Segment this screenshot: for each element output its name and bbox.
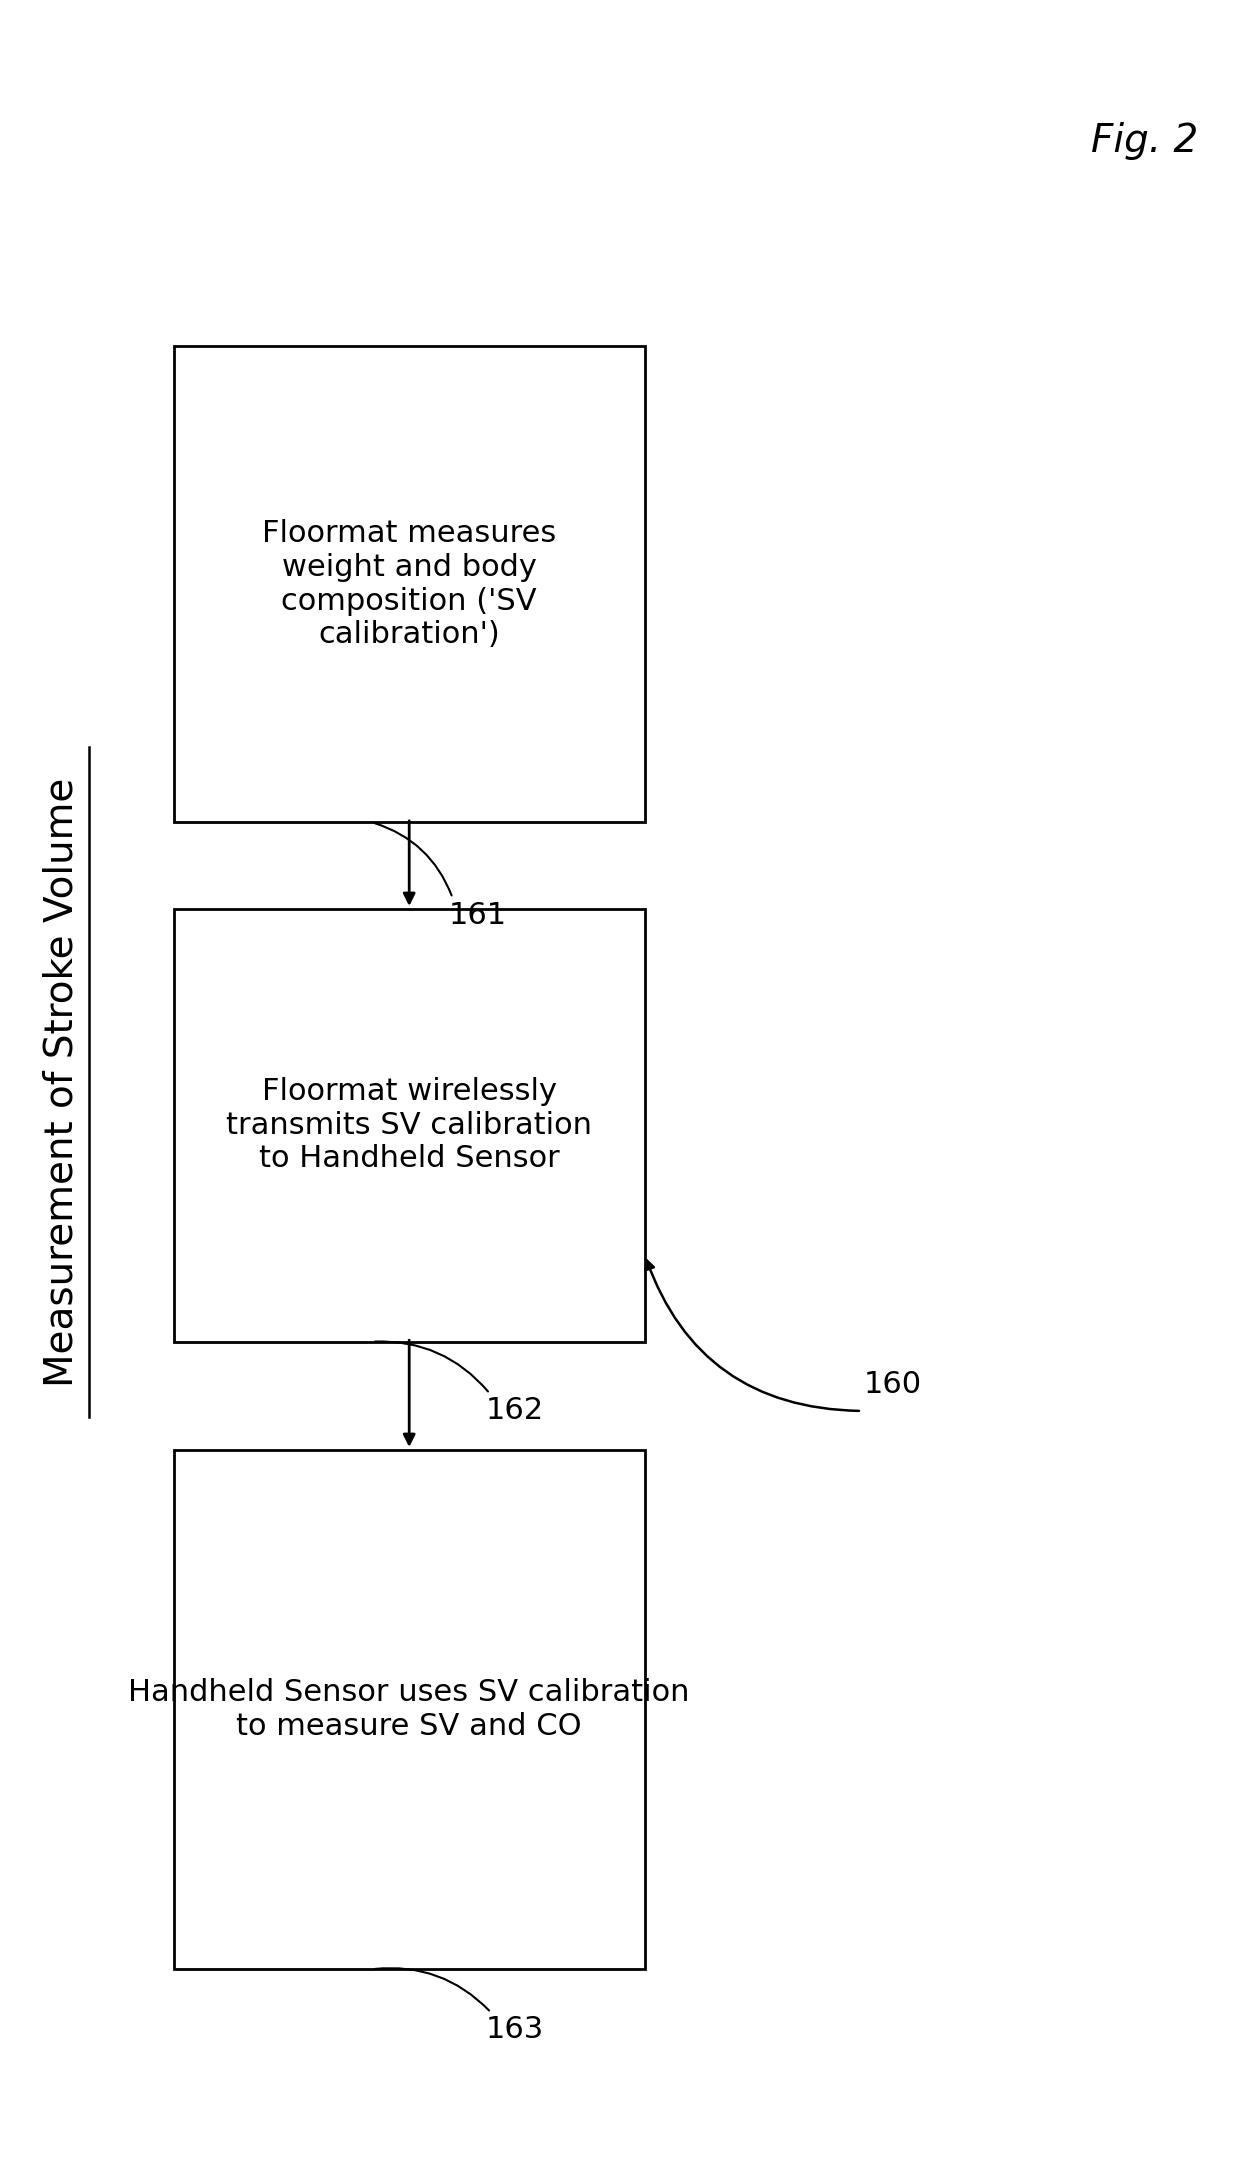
Text: Fig. 2: Fig. 2 (1091, 121, 1198, 160)
Text: Floormat measures
weight and body
composition ('SV
calibration'): Floormat measures weight and body compos… (262, 519, 557, 649)
Text: Floormat wirelessly
transmits SV calibration
to Handheld Sensor: Floormat wirelessly transmits SV calibra… (226, 1078, 593, 1173)
Text: Measurement of Stroke Volume: Measurement of Stroke Volume (43, 777, 81, 1387)
Text: 162: 162 (486, 1396, 543, 1426)
Bar (174, 346, 645, 822)
Text: 163: 163 (486, 2015, 543, 2045)
Text: Handheld Sensor uses SV calibration
to measure SV and CO: Handheld Sensor uses SV calibration to m… (129, 1679, 689, 1740)
Text: 161: 161 (449, 900, 506, 931)
Bar (174, 909, 645, 1342)
Text: 160: 160 (864, 1370, 921, 1400)
Bar (174, 1450, 645, 1969)
